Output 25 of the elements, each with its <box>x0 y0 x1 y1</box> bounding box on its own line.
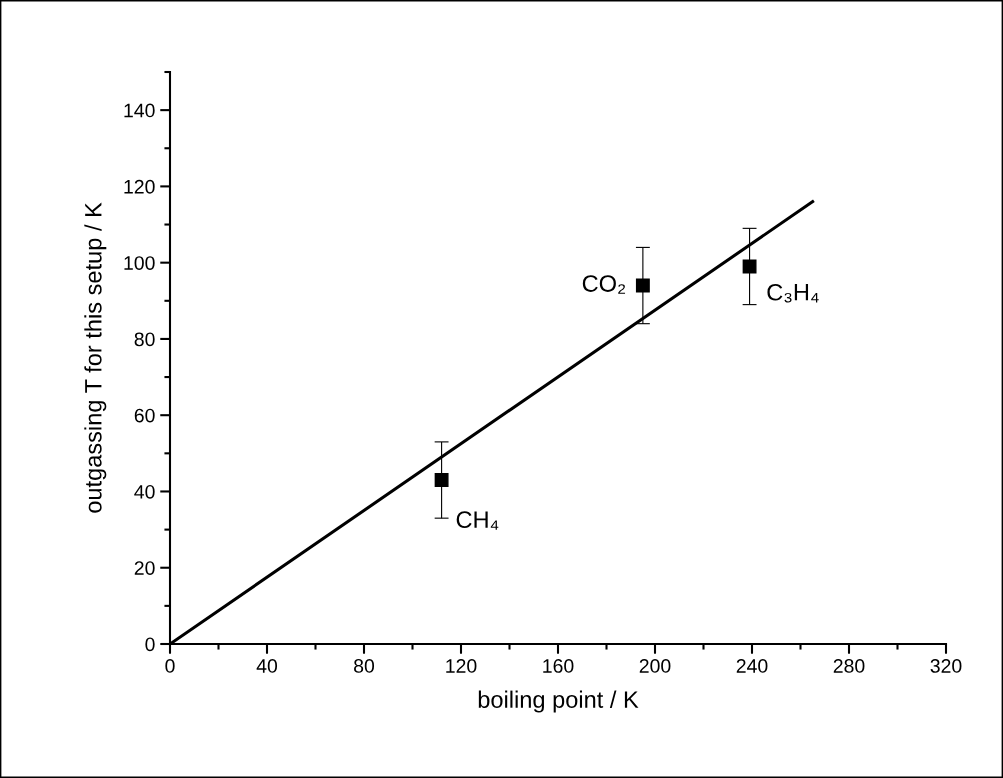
annotation: CH₄ <box>456 511 499 530</box>
annotation: C₃H₄ <box>767 283 819 303</box>
annotation: CO₂ <box>582 275 626 294</box>
y-tick-label: 140 <box>124 103 155 118</box>
y-tick-label: 60 <box>134 408 155 423</box>
y-tick-label: 0 <box>145 637 155 652</box>
point <box>742 259 757 274</box>
y-tick-label: 20 <box>134 561 155 575</box>
y-tick-label: 100 <box>124 256 155 270</box>
y-tick-label: 40 <box>134 484 155 499</box>
x-tick-label: 40 <box>256 659 278 673</box>
y-tick-label: 80 <box>134 332 155 347</box>
y-tick-label: 120 <box>124 179 155 194</box>
x-tick-label: 280 <box>833 659 865 673</box>
x-tick-label: 0 <box>165 659 175 673</box>
x-tick-label: 160 <box>543 659 574 673</box>
x-tick-label: 80 <box>354 659 375 673</box>
point <box>434 473 449 487</box>
x-tick-label: 320 <box>930 659 962 673</box>
x-tick-label: 120 <box>446 659 477 673</box>
y-axis-title: outgassing T for this setup / K <box>84 202 107 513</box>
point <box>635 278 650 293</box>
x-tick-label: 240 <box>736 659 768 673</box>
x-axis-title: boiling point / K <box>478 690 639 713</box>
x-tick-label: 200 <box>639 659 671 673</box>
